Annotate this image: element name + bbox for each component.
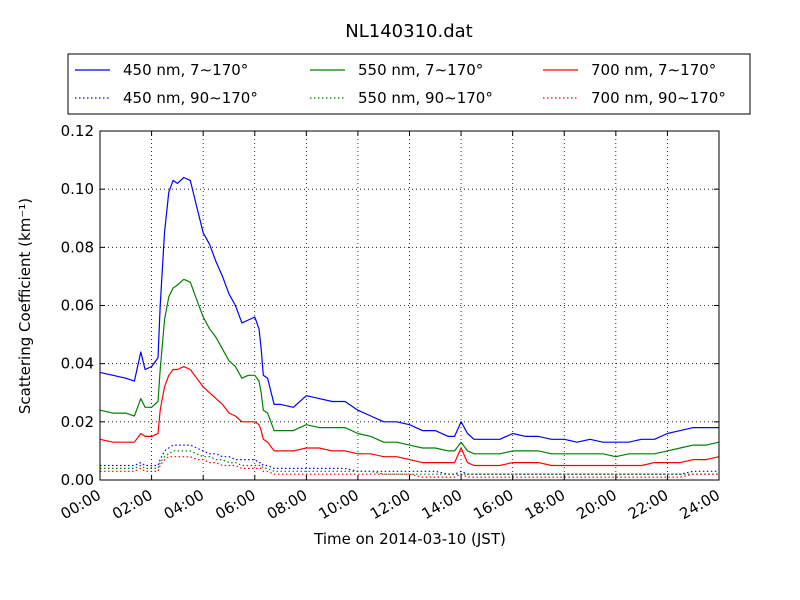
x-tick-labels: 00:00 02:00 04:00 06:00 08:00 10:00 12:00 14:00…	[58, 486, 723, 523]
y-tick-label: 0.02	[61, 413, 94, 431]
x-tick-label: 16:00	[470, 486, 516, 523]
y-tick-label: 0.12	[61, 122, 94, 140]
x-tick-label: 04:00	[161, 486, 207, 523]
x-tick-label: 24:00	[677, 486, 723, 523]
series-line-1	[99, 176, 719, 443]
y-tick-label: 0.06	[61, 297, 94, 315]
legend-label-6: 700 nm, 90∼170°	[591, 89, 726, 107]
y-tick-label: 0.00	[61, 471, 94, 489]
x-tick-label: 14:00	[419, 486, 465, 523]
x-tick-label: 08:00	[264, 486, 310, 523]
x-tick-label: 22:00	[625, 486, 671, 523]
y-tick-labels: 0.00 0.02 0.04 0.06 0.08 0.10 0.12	[61, 122, 94, 489]
legend-label-3: 700 nm, 7∼170°	[591, 61, 716, 79]
x-tick-label: 02:00	[109, 486, 155, 523]
x-tick-label: 10:00	[315, 486, 361, 523]
grid-lines	[100, 131, 719, 480]
legend-label-2: 550 nm, 7∼170°	[358, 61, 483, 79]
x-tick-label: 12:00	[367, 486, 413, 523]
legend-frame	[67, 53, 751, 115]
series-line-5	[100, 450, 719, 475]
y-tick-label: 0.08	[61, 238, 94, 256]
x-tick-label: 06:00	[212, 486, 258, 523]
legend-label-1: 450 nm, 7∼170°	[123, 61, 248, 79]
y-tick-label: 0.10	[61, 180, 94, 198]
axis-ticks	[99, 130, 720, 481]
series-line-6	[100, 456, 719, 478]
y-tick-label: 0.04	[61, 355, 94, 373]
chart-title: NL140310.dat	[345, 21, 472, 42]
series-layer	[99, 176, 720, 478]
x-tick-label: 20:00	[573, 486, 619, 523]
x-axis-label: Time on 2014-03-10 (JST)	[313, 530, 506, 548]
legend-label-4: 450 nm, 90∼170°	[123, 89, 258, 107]
y-axis-label: Scattering Coefficient (km⁻¹)	[16, 198, 34, 414]
legend-label-5: 550 nm, 90∼170°	[358, 89, 493, 107]
x-tick-label: 18:00	[522, 486, 568, 523]
legend: 450 nm, 7∼170° 550 nm, 7∼170° 700 nm, 7∼17…	[67, 53, 751, 115]
series-line-3	[99, 366, 720, 467]
x-tick-label: 00:00	[58, 486, 104, 523]
series-line-2	[99, 278, 720, 458]
